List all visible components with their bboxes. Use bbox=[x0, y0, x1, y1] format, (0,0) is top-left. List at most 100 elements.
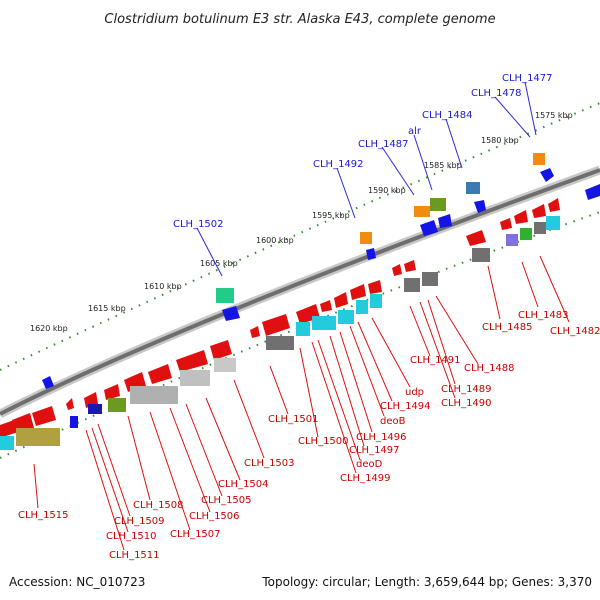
lower-labels: CLH_1482 CLH_1483 CLH_1485 CLH_1488 CLH_… bbox=[18, 310, 600, 561]
gene-label[interactable]: alr bbox=[408, 126, 422, 137]
gene-block[interactable] bbox=[180, 370, 210, 386]
gene-block[interactable] bbox=[472, 248, 490, 262]
gene-arrow[interactable] bbox=[32, 406, 56, 426]
gene-label[interactable]: CLH_1509 bbox=[114, 516, 165, 527]
gene-label[interactable]: CLH_1515 bbox=[18, 510, 69, 521]
gene-block[interactable] bbox=[266, 336, 294, 350]
gene-label[interactable]: CLH_1489 bbox=[441, 384, 492, 395]
gene-label[interactable]: CLH_1477 bbox=[502, 73, 553, 84]
gene-arrow[interactable] bbox=[262, 314, 290, 336]
gene-arrow[interactable] bbox=[514, 210, 528, 224]
gene-label[interactable]: CLH_1499 bbox=[340, 473, 391, 484]
gene-label[interactable]: CLH_1487 bbox=[358, 139, 409, 150]
gene-arrow[interactable] bbox=[176, 350, 208, 372]
gene-label[interactable]: CLH_1502 bbox=[173, 219, 224, 230]
lower-genes bbox=[0, 216, 560, 450]
gene-block[interactable] bbox=[312, 316, 336, 330]
gene-label[interactable]: CLH_1507 bbox=[170, 529, 221, 540]
gene-arrow[interactable] bbox=[404, 260, 416, 272]
gene-label[interactable]: deoD bbox=[356, 459, 383, 470]
gene-arrow[interactable] bbox=[548, 198, 560, 212]
gene-label[interactable]: CLH_1482 bbox=[550, 326, 600, 337]
gene-arrow[interactable] bbox=[420, 220, 438, 236]
gene-label[interactable]: CLH_1504 bbox=[218, 479, 269, 490]
gene-label[interactable]: CLH_1494 bbox=[380, 401, 431, 412]
genome-backbone bbox=[0, 165, 600, 419]
gene-block[interactable] bbox=[16, 428, 60, 446]
gene-block[interactable] bbox=[88, 404, 102, 414]
gene-block[interactable] bbox=[520, 228, 532, 240]
gene-arrow[interactable] bbox=[540, 168, 554, 182]
gene-arrow[interactable] bbox=[585, 184, 600, 200]
gene-block[interactable] bbox=[338, 310, 354, 324]
gene-label[interactable]: CLH_1490 bbox=[441, 398, 492, 409]
backbone-genes bbox=[0, 184, 600, 438]
gene-label[interactable]: CLH_1497 bbox=[349, 445, 400, 456]
upper-genes bbox=[42, 153, 554, 389]
gene-label[interactable]: CLH_1491 bbox=[410, 355, 461, 366]
gene-arrow[interactable] bbox=[104, 384, 120, 400]
lower-leaders bbox=[33, 255, 570, 551]
gene-arrow[interactable] bbox=[392, 264, 402, 276]
gene-block[interactable] bbox=[533, 153, 545, 165]
gene-arrow[interactable] bbox=[366, 248, 376, 260]
gene-arrow[interactable] bbox=[334, 292, 348, 308]
gene-block[interactable] bbox=[506, 234, 518, 246]
gene-block[interactable] bbox=[534, 222, 546, 234]
tick-label: 1600 kbp bbox=[256, 236, 294, 245]
upper-labels: CLH_1477 CLH_1478 CLH_1484 alr CLH_1487 … bbox=[173, 73, 553, 230]
gene-block[interactable] bbox=[422, 272, 438, 286]
gene-block[interactable] bbox=[108, 398, 126, 412]
gene-arrow[interactable] bbox=[148, 364, 172, 384]
gene-block[interactable] bbox=[370, 294, 382, 308]
gene-block[interactable] bbox=[414, 206, 430, 217]
gene-label[interactable]: udp bbox=[405, 387, 424, 398]
gene-label[interactable]: CLH_1506 bbox=[189, 511, 240, 522]
gene-label[interactable]: CLH_1484 bbox=[422, 110, 473, 121]
gene-arrow[interactable] bbox=[210, 340, 232, 360]
gene-block[interactable] bbox=[130, 386, 178, 404]
gene-label[interactable]: CLH_1492 bbox=[313, 159, 364, 170]
gene-block[interactable] bbox=[546, 216, 560, 230]
gene-arrow[interactable] bbox=[368, 280, 382, 294]
gene-arrow[interactable] bbox=[466, 230, 486, 246]
gene-arrow[interactable] bbox=[222, 306, 240, 321]
upper-leaders bbox=[196, 81, 537, 277]
gene-block[interactable] bbox=[70, 416, 78, 428]
gene-label[interactable]: CLH_1488 bbox=[464, 363, 515, 374]
gene-label[interactable]: CLH_1496 bbox=[356, 432, 407, 443]
gene-arrow[interactable] bbox=[350, 284, 366, 300]
gene-label[interactable]: CLH_1511 bbox=[109, 550, 160, 561]
gene-label[interactable]: CLH_1483 bbox=[518, 310, 569, 321]
gene-block[interactable] bbox=[404, 278, 420, 292]
gene-label[interactable]: CLH_1508 bbox=[133, 500, 184, 511]
gene-label[interactable]: CLH_1505 bbox=[201, 495, 252, 506]
gene-label[interactable]: CLH_1501 bbox=[268, 414, 319, 425]
gene-arrow[interactable] bbox=[474, 200, 486, 213]
gene-label[interactable]: CLH_1485 bbox=[482, 322, 533, 333]
gene-arrow[interactable] bbox=[438, 214, 452, 228]
tick-label: 1580 kbp bbox=[481, 136, 519, 145]
gene-arrow[interactable] bbox=[42, 376, 54, 389]
gene-block[interactable] bbox=[214, 358, 236, 372]
gene-label[interactable]: deoB bbox=[380, 416, 406, 427]
gene-block[interactable] bbox=[466, 182, 480, 194]
gene-label[interactable]: CLH_1500 bbox=[298, 436, 349, 447]
gene-label[interactable]: CLH_1510 bbox=[106, 531, 157, 542]
gene-block[interactable] bbox=[216, 288, 234, 303]
gene-block[interactable] bbox=[0, 436, 14, 450]
gene-arrow[interactable] bbox=[532, 204, 546, 218]
gene-arrow[interactable] bbox=[500, 218, 512, 230]
tick-label: 1615 kbp bbox=[88, 304, 126, 313]
gene-label[interactable]: CLH_1478 bbox=[471, 88, 522, 99]
gene-arrow[interactable] bbox=[66, 398, 74, 410]
gene-block[interactable] bbox=[356, 300, 368, 314]
gene-label[interactable]: CLH_1503 bbox=[244, 458, 295, 469]
tick-labels: 1575 kbp 1580 kbp 1585 kbp 1590 kbp 1595… bbox=[30, 111, 573, 333]
gene-block[interactable] bbox=[360, 232, 372, 244]
gene-block[interactable] bbox=[296, 322, 310, 336]
gene-arrow[interactable] bbox=[250, 326, 260, 338]
gene-arrow[interactable] bbox=[320, 300, 332, 312]
gene-block[interactable] bbox=[430, 198, 446, 211]
map-title: Clostridium botulinum E3 str. Alaska E43… bbox=[104, 12, 495, 27]
